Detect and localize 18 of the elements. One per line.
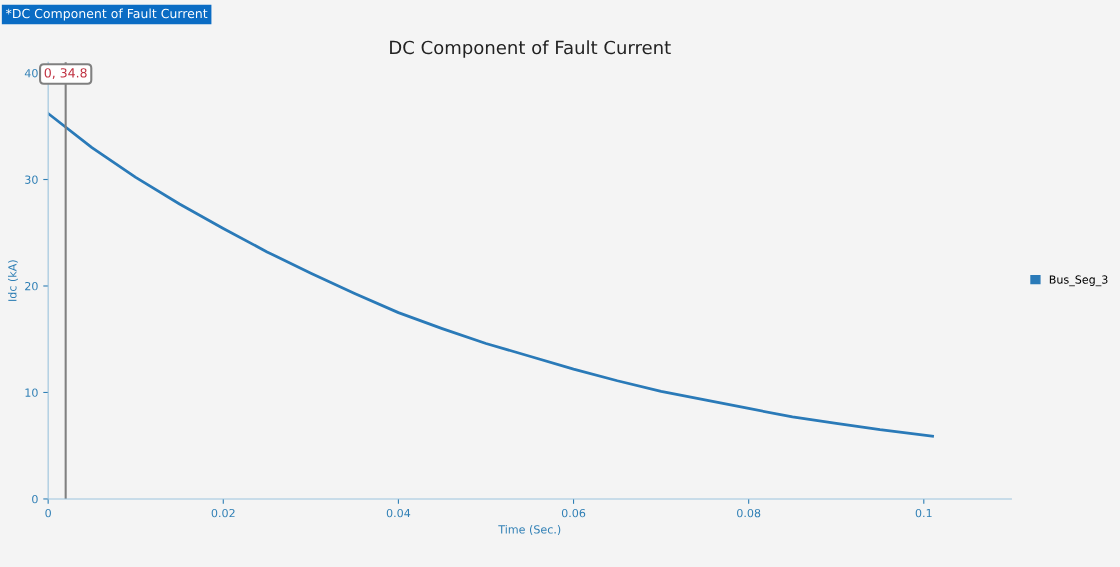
x-tick-label: 0.06 bbox=[561, 508, 586, 518]
x-axis-title: Time (Sec.) bbox=[498, 524, 561, 535]
text: *DC Component of Fault Current bbox=[5, 8, 208, 21]
y-tick-label: 30 bbox=[25, 175, 38, 184]
x-tick-label: 0.04 bbox=[386, 508, 411, 518]
y-tick-label: 40 bbox=[24, 68, 38, 78]
y-tick-label: 20 bbox=[25, 281, 38, 291]
y-tick-label: 10 bbox=[25, 388, 38, 397]
x-tick-label: 0.08 bbox=[737, 508, 761, 518]
y-tick-label: 0 bbox=[32, 494, 38, 504]
x-tick-label: 0.02 bbox=[211, 508, 235, 518]
y-axis-title: Idc (kA) bbox=[7, 260, 18, 301]
chart-title: DC Component of Fault Current bbox=[390, 40, 671, 58]
line-series bbox=[48, 112, 934, 438]
x-tick-label: 0.1 bbox=[915, 508, 932, 518]
x-tick-label: 0 bbox=[45, 508, 51, 518]
legend-label: Bus_Seg_3 bbox=[1049, 275, 1108, 287]
ref-line-label: 0, 34.8 bbox=[44, 68, 87, 79]
